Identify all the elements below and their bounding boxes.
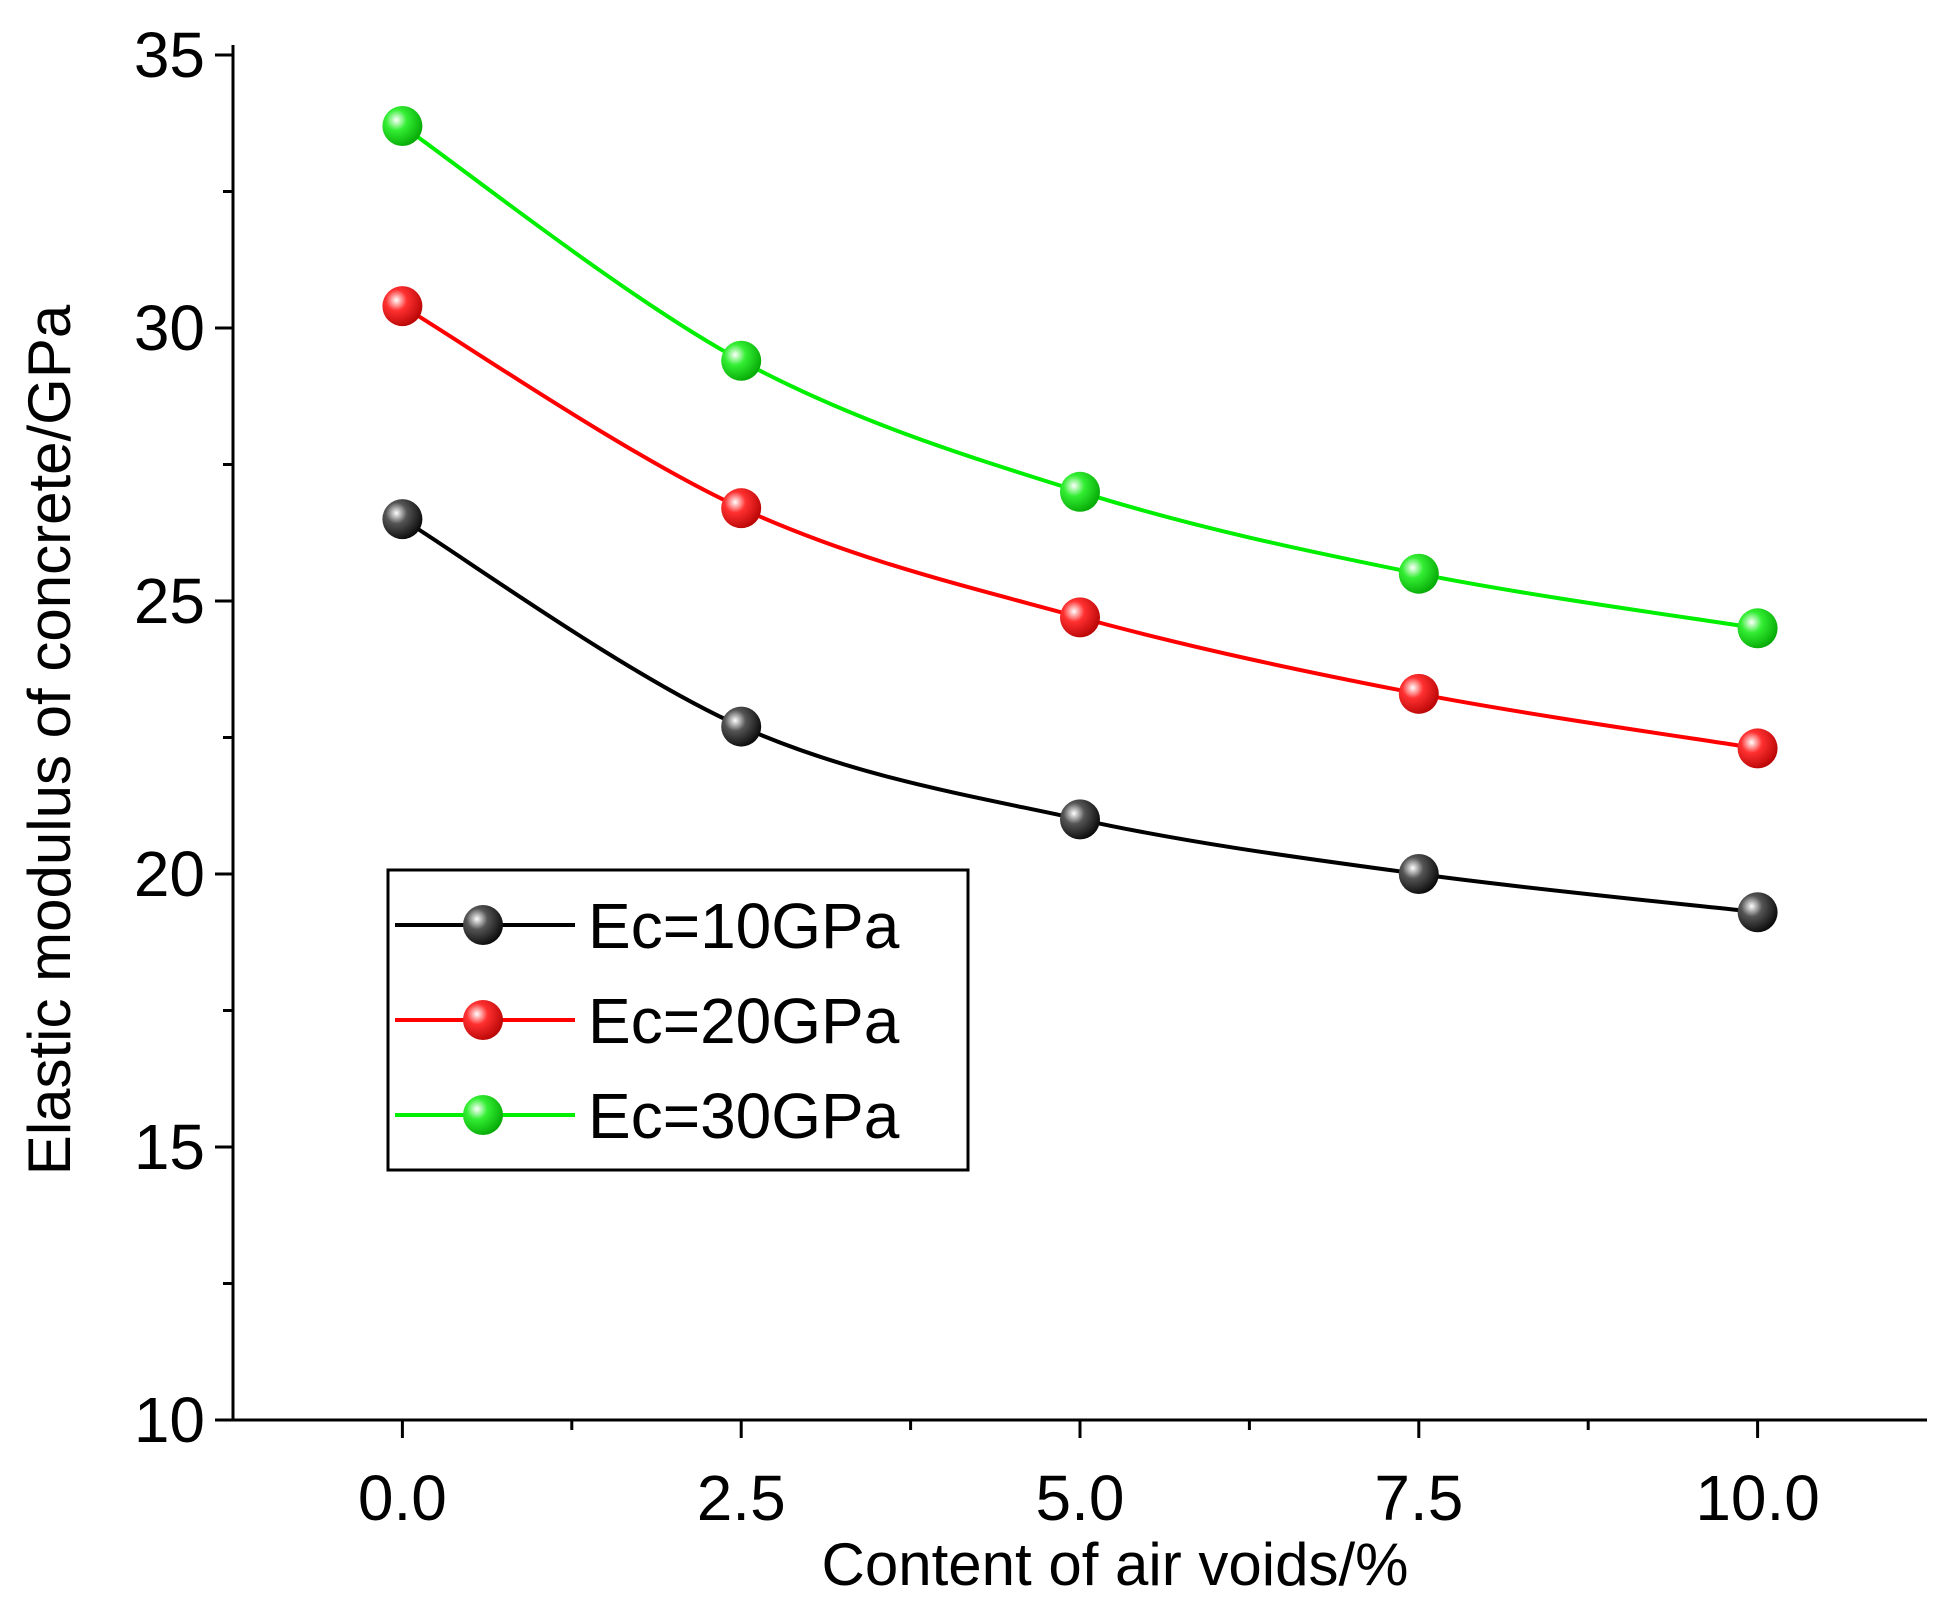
series-line-ec30 bbox=[401, 124, 1758, 631]
legend-marker-ec30 bbox=[463, 1095, 503, 1135]
legend: Ec=10GPa Ec=20GPa Ec=30GPa bbox=[386, 868, 970, 1172]
legend-marker-ec20 bbox=[463, 1000, 503, 1040]
legend-item-ec10: Ec=10GPa bbox=[395, 890, 900, 962]
x-axis-title: Content of air voids/% bbox=[822, 1531, 1409, 1598]
x-tick-label: 10.0 bbox=[1695, 1462, 1820, 1534]
y-tick-label: 20 bbox=[134, 838, 205, 910]
legend-label-ec20: Ec=20GPa bbox=[588, 985, 900, 1057]
legend-marker-ec10 bbox=[463, 905, 503, 945]
data-point-ec10 bbox=[1398, 854, 1439, 894]
data-point-ec20 bbox=[1060, 597, 1100, 638]
axes: 10 15 20 25 30 35 0.0 2.5 5.0 7.5 10.0 bbox=[134, 19, 1927, 1534]
x-tick-label: 5.0 bbox=[1036, 1462, 1125, 1534]
y-tick-label: 35 bbox=[134, 19, 205, 91]
data-point-ec30 bbox=[1060, 471, 1100, 512]
series-ec10 bbox=[382, 499, 1778, 933]
data-point-ec10 bbox=[382, 499, 423, 540]
data-point-ec10 bbox=[721, 706, 762, 747]
data-point-ec30 bbox=[382, 105, 423, 146]
data-point-ec30 bbox=[1398, 553, 1439, 594]
data-point-ec20 bbox=[721, 488, 762, 529]
y-tick-label: 30 bbox=[134, 292, 205, 364]
data-point-ec20 bbox=[1737, 728, 1778, 769]
legend-label-ec30: Ec=30GPa bbox=[588, 1080, 900, 1152]
y-tick-label: 15 bbox=[134, 1111, 205, 1183]
series-ec20 bbox=[382, 286, 1778, 769]
x-tick-label: 0.0 bbox=[358, 1462, 447, 1534]
y-tick-label: 25 bbox=[134, 565, 205, 637]
data-point-ec10 bbox=[1060, 799, 1100, 840]
legend-label-ec10: Ec=10GPa bbox=[588, 890, 900, 962]
data-point-ec30 bbox=[721, 340, 762, 381]
data-point-ec20 bbox=[1398, 673, 1439, 714]
legend-item-ec20: Ec=20GPa bbox=[395, 985, 900, 1057]
series-layer bbox=[382, 105, 1778, 933]
series-ec30 bbox=[382, 105, 1778, 649]
y-axis-title: Elastic modulus of concrete/GPa bbox=[16, 304, 83, 1175]
legend-item-ec30: Ec=30GPa bbox=[395, 1080, 900, 1152]
data-point-ec10 bbox=[1737, 892, 1778, 933]
x-tick-label: 7.5 bbox=[1374, 1462, 1463, 1534]
data-point-ec20 bbox=[382, 286, 423, 327]
x-tick-label: 2.5 bbox=[697, 1462, 786, 1534]
y-tick-label: 10 bbox=[134, 1384, 205, 1456]
data-point-ec30 bbox=[1737, 608, 1778, 649]
series-line-ec20 bbox=[401, 304, 1758, 751]
